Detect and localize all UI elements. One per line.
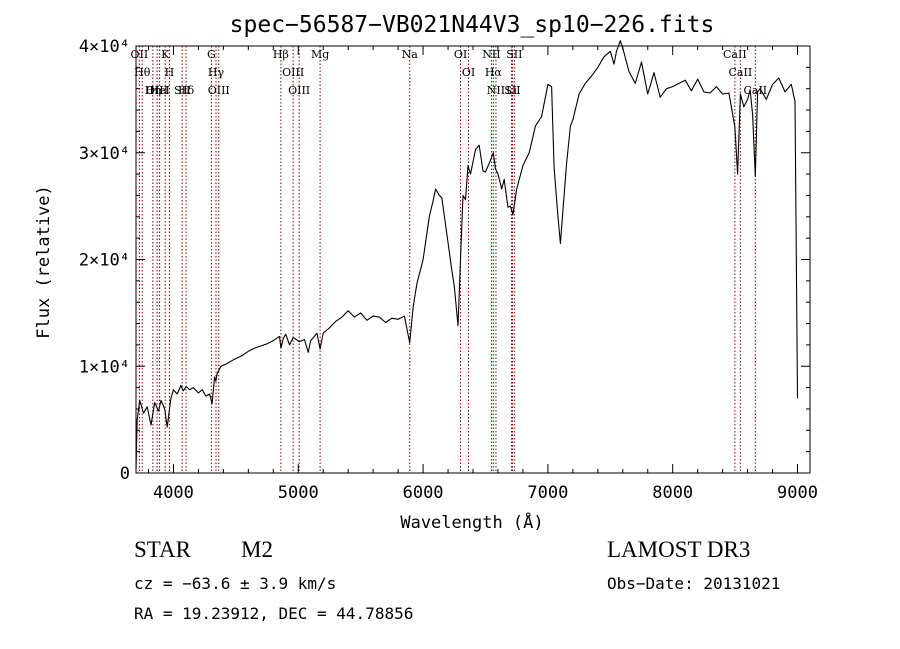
line-marker-label-1: Hθ <box>134 66 151 79</box>
spectrum-line-0 <box>135 40 799 470</box>
x-tick-label-4: 8000 <box>652 483 693 503</box>
line-marker-label-21: NII <box>487 84 505 97</box>
obs-date: Obs−Date: 20131021 <box>607 574 781 593</box>
y-tick-label-3: 3×10⁴ <box>79 144 130 164</box>
line-marker-label-0: OII <box>131 48 149 61</box>
line-marker-label-14: OIII <box>288 84 310 97</box>
line-marker-label-12: Hβ <box>273 48 289 61</box>
line-marker-label-17: OI <box>454 48 467 61</box>
line-marker-label-7: SII <box>174 84 190 97</box>
line-marker-label-10: Hγ <box>208 66 225 79</box>
redshift-readout: cz = −63.6 ± 3.9 km/s <box>134 574 337 593</box>
line-marker-label-8: Hδ <box>178 84 195 97</box>
line-marker-label-4: HeI <box>149 84 169 97</box>
line-marker-label-20: Hα <box>485 66 503 79</box>
line-marker-label-11: OIII <box>208 84 230 97</box>
line-marker-label-5: K <box>161 48 170 61</box>
spectrum-plot <box>135 40 799 470</box>
y-axis-label: Flux (relative) <box>34 185 54 339</box>
object-class: STAR <box>134 537 191 562</box>
y-tick-label-1: 1×10⁴ <box>79 357 130 377</box>
x-tick-label-0: 4000 <box>153 483 194 503</box>
line-marker-label-3: OIII <box>146 84 168 97</box>
spectral-line-markers: OIIHθHηOIIIHeIKHSIIHδGHγOIIIHβOIIIOIIIMg… <box>131 46 767 473</box>
object-subclass: M2 <box>241 537 273 562</box>
axes: 4000 5000 6000 7000 8000 9000 0 1×10⁴ 2×10⁴ 3×10⁴… <box>79 37 818 503</box>
x-axis-label: Wavelength (Å) <box>400 511 543 533</box>
line-marker-label-6: H <box>165 66 175 79</box>
line-marker-label-13: OIII <box>282 66 304 79</box>
line-marker-label-23: SII <box>504 84 520 97</box>
x-tick-label-2: 6000 <box>403 483 444 503</box>
y-tick-label-2: 2×10⁴ <box>79 251 130 271</box>
line-marker-label-18: OI <box>462 66 475 79</box>
coordinates-readout: RA = 19.23912, DEC = 44.78856 <box>134 604 414 623</box>
x-tick-label-1: 5000 <box>278 483 319 503</box>
line-marker-label-9: G <box>207 48 216 61</box>
line-marker-label-24: SII <box>506 48 522 61</box>
plot-frame <box>135 45 811 474</box>
x-tick-label-3: 7000 <box>527 483 568 503</box>
x-tick-label-5: 9000 <box>777 483 818 503</box>
line-marker-label-15: Mg <box>311 48 329 61</box>
line-marker-label-25: CaII <box>723 48 747 61</box>
y-tick-label-4: 4×10⁴ <box>79 37 130 57</box>
survey-label: LAMOST DR3 <box>607 537 751 562</box>
line-marker-label-16: Na <box>402 48 419 61</box>
y-tick-label-0: 0 <box>120 464 130 484</box>
chart-title: spec−56587−VB021N44V3_sp10−226.fits <box>230 12 715 38</box>
line-marker-label-2: Hη <box>145 84 161 97</box>
line-marker-label-22: Li <box>506 84 517 97</box>
line-marker-label-26: CaII <box>729 66 753 79</box>
